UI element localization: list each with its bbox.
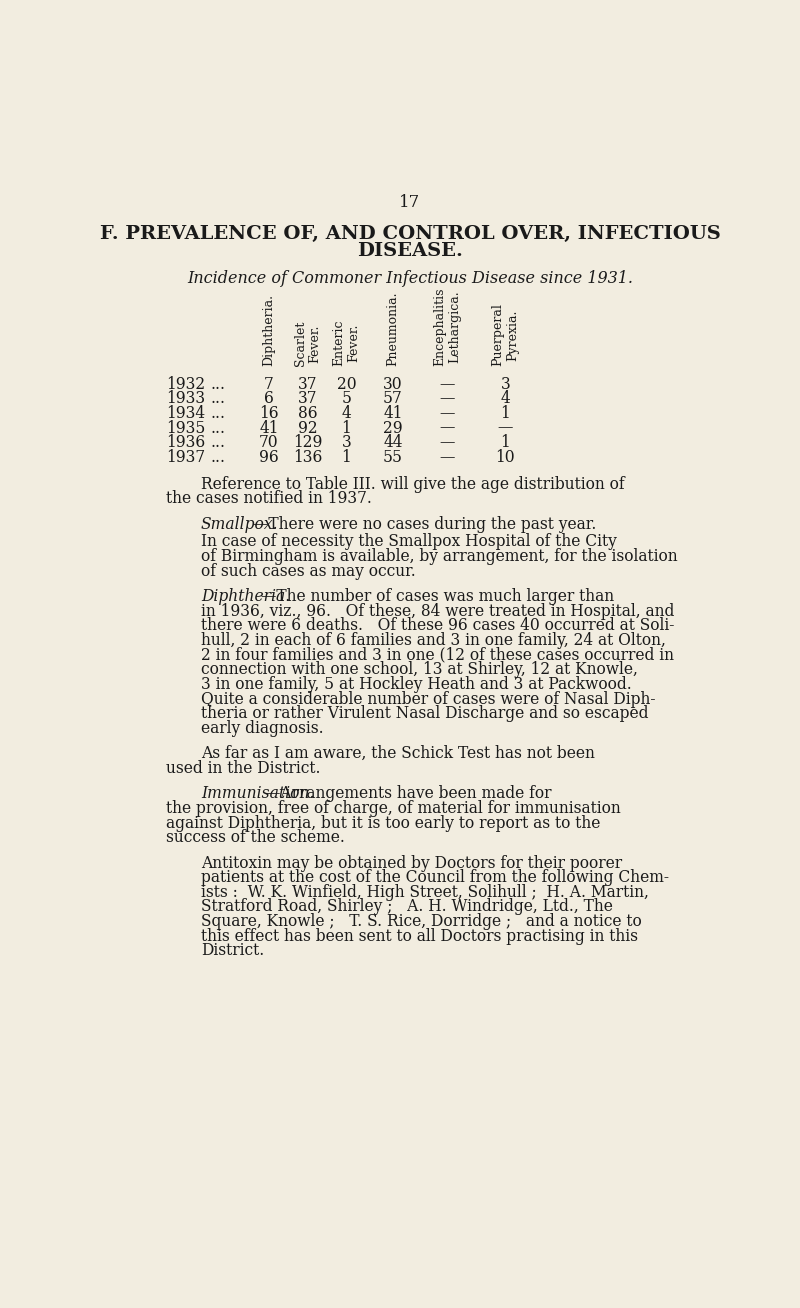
- Text: —Arrangements have been made for: —Arrangements have been made for: [265, 785, 551, 802]
- Text: F. PREVALENCE OF, AND CONTROL OVER, INFECTIOUS: F. PREVALENCE OF, AND CONTROL OVER, INFE…: [100, 225, 720, 243]
- Text: Square, Knowle ;   T. S. Rice, Dorridge ;   and a notice to: Square, Knowle ; T. S. Rice, Dorridge ; …: [201, 913, 642, 930]
- Text: ...: ...: [211, 405, 226, 422]
- Text: 37: 37: [298, 375, 318, 392]
- Text: Scarlet
Fever.: Scarlet Fever.: [294, 320, 322, 366]
- Text: the provision, free of charge, of material for immunisation: the provision, free of charge, of materi…: [166, 800, 621, 818]
- Text: 1: 1: [342, 420, 351, 437]
- Text: 129: 129: [293, 434, 322, 451]
- Text: 1936: 1936: [166, 434, 205, 451]
- Text: ...: ...: [211, 434, 226, 451]
- Text: 4: 4: [342, 405, 351, 422]
- Text: Enteric
Fever.: Enteric Fever.: [333, 320, 361, 366]
- Text: 44: 44: [383, 434, 402, 451]
- Text: 29: 29: [383, 420, 402, 437]
- Text: 57: 57: [383, 390, 403, 407]
- Text: 7: 7: [264, 375, 274, 392]
- Text: early diagnosis.: early diagnosis.: [201, 719, 323, 736]
- Text: 1935: 1935: [166, 420, 206, 437]
- Text: 1937: 1937: [166, 449, 205, 466]
- Text: 5: 5: [342, 390, 351, 407]
- Text: —: —: [498, 420, 513, 437]
- Text: —There were no cases during the past year.: —There were no cases during the past yea…: [253, 515, 596, 532]
- Text: Diphtheria.: Diphtheria.: [201, 589, 290, 606]
- Text: Reference to Table III. will give the age distribution of: Reference to Table III. will give the ag…: [201, 476, 624, 493]
- Text: Antitoxin may be obtained by Doctors for their poorer: Antitoxin may be obtained by Doctors for…: [201, 854, 622, 871]
- Text: —The number of cases was much larger than: —The number of cases was much larger tha…: [262, 589, 614, 606]
- Text: 3 in one family, 5 at Hockley Heath and 3 at Packwood.: 3 in one family, 5 at Hockley Heath and …: [201, 676, 631, 693]
- Text: 1933: 1933: [166, 390, 205, 407]
- Text: used in the District.: used in the District.: [166, 760, 320, 777]
- Text: 41: 41: [259, 420, 278, 437]
- Text: of Birmingham is available, by arrangement, for the isolation: of Birmingham is available, by arrangeme…: [201, 548, 678, 565]
- Text: patients at the cost of the Council from the following Chem-: patients at the cost of the Council from…: [201, 870, 669, 887]
- Text: in 1936, viz., 96.   Of these, 84 were treated in Hospital, and: in 1936, viz., 96. Of these, 84 were tre…: [201, 603, 674, 620]
- Text: 16: 16: [259, 405, 278, 422]
- Text: Diphtheria.: Diphtheria.: [262, 294, 275, 366]
- Text: ...: ...: [211, 390, 226, 407]
- Text: 86: 86: [298, 405, 318, 422]
- Text: connection with one school, 13 at Shirley, 12 at Knowle,: connection with one school, 13 at Shirle…: [201, 662, 638, 679]
- Text: As far as I am aware, the Schick Test has not been: As far as I am aware, the Schick Test ha…: [201, 746, 594, 763]
- Text: Puerperal
Pyrexia.: Puerperal Pyrexia.: [491, 303, 519, 366]
- Text: 55: 55: [383, 449, 403, 466]
- Text: success of the scheme.: success of the scheme.: [166, 829, 345, 846]
- Text: —: —: [439, 449, 455, 466]
- Text: Incidence of Commoner Infectious Disease since 1931.: Incidence of Commoner Infectious Disease…: [187, 271, 633, 288]
- Text: Stratford Road, Shirley ;   A. H. Windridge, Ltd., The: Stratford Road, Shirley ; A. H. Windridg…: [201, 899, 613, 916]
- Text: —: —: [439, 420, 455, 437]
- Text: ...: ...: [211, 375, 226, 392]
- Text: 92: 92: [298, 420, 318, 437]
- Text: In case of necessity the Smallpox Hospital of the City: In case of necessity the Smallpox Hospit…: [201, 534, 617, 551]
- Text: 3: 3: [342, 434, 351, 451]
- Text: of such cases as may occur.: of such cases as may occur.: [201, 562, 415, 579]
- Text: 96: 96: [259, 449, 279, 466]
- Text: this effect has been sent to all Doctors practising in this: this effect has been sent to all Doctors…: [201, 927, 638, 944]
- Text: 17: 17: [399, 194, 421, 211]
- Text: —: —: [439, 434, 455, 451]
- Text: DISEASE.: DISEASE.: [357, 242, 463, 260]
- Text: —: —: [439, 390, 455, 407]
- Text: 1: 1: [501, 434, 510, 451]
- Text: theria or rather Virulent Nasal Discharge and so escaped: theria or rather Virulent Nasal Discharg…: [201, 705, 648, 722]
- Text: Encephalitis
Lethargica.: Encephalitis Lethargica.: [434, 288, 461, 366]
- Text: 70: 70: [259, 434, 278, 451]
- Text: —: —: [439, 405, 455, 422]
- Text: 1932: 1932: [166, 375, 205, 392]
- Text: the cases notified in 1937.: the cases notified in 1937.: [166, 490, 372, 508]
- Text: 1: 1: [501, 405, 510, 422]
- Text: hull, 2 in each of 6 families and 3 in one family, 24 at Olton,: hull, 2 in each of 6 families and 3 in o…: [201, 632, 666, 649]
- Text: 10: 10: [495, 449, 515, 466]
- Text: —: —: [439, 375, 455, 392]
- Text: Pneumonia.: Pneumonia.: [386, 292, 399, 366]
- Text: 1934: 1934: [166, 405, 205, 422]
- Text: Smallpox.: Smallpox.: [201, 515, 278, 532]
- Text: 30: 30: [383, 375, 402, 392]
- Text: 2 in four families and 3 in one (12 of these cases occurred in: 2 in four families and 3 in one (12 of t…: [201, 646, 674, 663]
- Text: 37: 37: [298, 390, 318, 407]
- Text: there were 6 deaths.   Of these 96 cases 40 occurred at Soli-: there were 6 deaths. Of these 96 cases 4…: [201, 617, 674, 634]
- Text: ...: ...: [211, 449, 226, 466]
- Text: Quite a considerable number of cases were of Nasal Diph-: Quite a considerable number of cases wer…: [201, 691, 655, 708]
- Text: 136: 136: [293, 449, 322, 466]
- Text: against Diphtheria, but it is too early to report as to the: against Diphtheria, but it is too early …: [166, 815, 600, 832]
- Text: 6: 6: [264, 390, 274, 407]
- Text: ...: ...: [211, 420, 226, 437]
- Text: Immunisation.: Immunisation.: [201, 785, 314, 802]
- Text: ists :  W. K. Winfield, High Street, Solihull ;  H. A. Martin,: ists : W. K. Winfield, High Street, Soli…: [201, 884, 649, 901]
- Text: District.: District.: [201, 942, 264, 959]
- Text: 1: 1: [342, 449, 351, 466]
- Text: 20: 20: [337, 375, 356, 392]
- Text: 41: 41: [383, 405, 402, 422]
- Text: 4: 4: [501, 390, 510, 407]
- Text: 3: 3: [501, 375, 510, 392]
